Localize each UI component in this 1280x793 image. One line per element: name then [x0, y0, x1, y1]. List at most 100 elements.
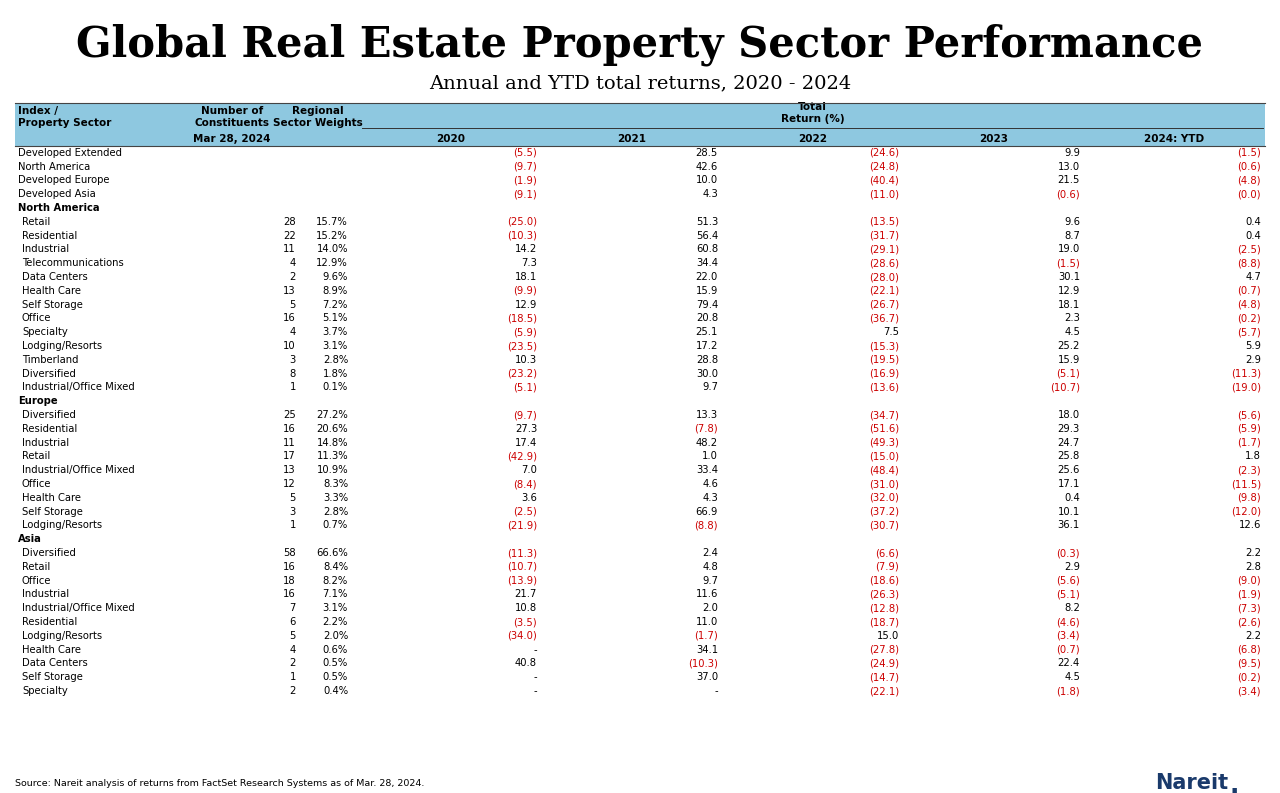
Text: Diversified: Diversified [22, 410, 76, 420]
Text: 4.3: 4.3 [703, 190, 718, 199]
Text: 2020: 2020 [436, 133, 465, 144]
Text: 18.0: 18.0 [1057, 410, 1080, 420]
Text: 56.4: 56.4 [696, 231, 718, 241]
Text: (0.0): (0.0) [1238, 190, 1261, 199]
Text: 6: 6 [289, 617, 296, 627]
Text: (49.3): (49.3) [869, 438, 899, 448]
Text: 0.7%: 0.7% [323, 520, 348, 531]
Text: 60.8: 60.8 [696, 244, 718, 255]
Text: (0.6): (0.6) [1238, 162, 1261, 172]
Text: 0.4: 0.4 [1245, 231, 1261, 241]
Text: Office: Office [22, 479, 51, 489]
Text: (25.0): (25.0) [507, 217, 538, 227]
Text: 25.2: 25.2 [1057, 341, 1080, 351]
Text: 29.3: 29.3 [1057, 424, 1080, 434]
Text: Retail: Retail [22, 217, 50, 227]
Text: 1.0: 1.0 [703, 451, 718, 462]
Text: (48.4): (48.4) [869, 465, 899, 475]
Text: Health Care: Health Care [22, 286, 81, 296]
Text: 24.7: 24.7 [1057, 438, 1080, 448]
Text: (3.5): (3.5) [513, 617, 538, 627]
Text: 3: 3 [289, 355, 296, 365]
Text: (21.9): (21.9) [507, 520, 538, 531]
Text: (5.1): (5.1) [1056, 369, 1080, 379]
Text: 36.1: 36.1 [1057, 520, 1080, 531]
Text: Specialty: Specialty [22, 686, 68, 696]
Text: (12.8): (12.8) [869, 603, 899, 613]
Text: (12.0): (12.0) [1231, 507, 1261, 517]
Text: 30.0: 30.0 [696, 369, 718, 379]
Text: (42.9): (42.9) [507, 451, 538, 462]
Text: 27.3: 27.3 [515, 424, 538, 434]
Text: (5.1): (5.1) [1056, 589, 1080, 600]
Text: (0.7): (0.7) [1056, 645, 1080, 655]
Text: (22.1): (22.1) [869, 686, 899, 696]
Text: (28.6): (28.6) [869, 259, 899, 268]
Text: 11.3%: 11.3% [316, 451, 348, 462]
Text: (6.6): (6.6) [876, 548, 899, 558]
Text: Nareit: Nareit [1155, 773, 1228, 793]
Text: 48.2: 48.2 [696, 438, 718, 448]
Text: (24.9): (24.9) [869, 658, 899, 668]
Text: 10.3: 10.3 [515, 355, 538, 365]
Text: (0.2): (0.2) [1238, 672, 1261, 682]
Text: 5.9: 5.9 [1245, 341, 1261, 351]
Text: Timberland: Timberland [22, 355, 78, 365]
Text: Total
Return (%): Total Return (%) [781, 102, 845, 125]
Text: Regional
Sector Weights: Regional Sector Weights [273, 105, 362, 128]
Text: Residential: Residential [22, 617, 77, 627]
Text: 1: 1 [289, 382, 296, 393]
Text: 28.8: 28.8 [696, 355, 718, 365]
Text: 15.2%: 15.2% [316, 231, 348, 241]
Text: (2.6): (2.6) [1238, 617, 1261, 627]
Text: 10.9%: 10.9% [316, 465, 348, 475]
Text: Self Storage: Self Storage [22, 672, 83, 682]
Text: 2.4: 2.4 [703, 548, 718, 558]
Text: Retail: Retail [22, 451, 50, 462]
Text: (16.9): (16.9) [869, 369, 899, 379]
Text: Lodging/Resorts: Lodging/Resorts [22, 341, 102, 351]
Text: (0.7): (0.7) [1238, 286, 1261, 296]
Text: 12.6: 12.6 [1239, 520, 1261, 531]
Text: Retail: Retail [22, 562, 50, 572]
Text: (0.2): (0.2) [1238, 313, 1261, 324]
Text: (10.7): (10.7) [507, 562, 538, 572]
Text: (5.6): (5.6) [1056, 576, 1080, 586]
Text: (11.3): (11.3) [507, 548, 538, 558]
Text: 15.7%: 15.7% [316, 217, 348, 227]
Text: Diversified: Diversified [22, 369, 76, 379]
Text: (13.9): (13.9) [507, 576, 538, 586]
Text: (2.3): (2.3) [1238, 465, 1261, 475]
Text: 11.6: 11.6 [695, 589, 718, 600]
Text: Specialty: Specialty [22, 328, 68, 337]
Text: (31.0): (31.0) [869, 479, 899, 489]
Text: 17.4: 17.4 [515, 438, 538, 448]
Text: Lodging/Resorts: Lodging/Resorts [22, 631, 102, 641]
Text: 25: 25 [283, 410, 296, 420]
Text: (4.6): (4.6) [1056, 617, 1080, 627]
Text: 11.0: 11.0 [696, 617, 718, 627]
Text: 2.8: 2.8 [1245, 562, 1261, 572]
Text: (5.5): (5.5) [513, 148, 538, 158]
Text: 18.1: 18.1 [1057, 300, 1080, 310]
Text: (9.8): (9.8) [1238, 493, 1261, 503]
Text: 15.9: 15.9 [695, 286, 718, 296]
Text: (18.6): (18.6) [869, 576, 899, 586]
Text: 79.4: 79.4 [696, 300, 718, 310]
Text: (36.7): (36.7) [869, 313, 899, 324]
Text: (30.7): (30.7) [869, 520, 899, 531]
Text: 2.3: 2.3 [1064, 313, 1080, 324]
Text: 10.1: 10.1 [1057, 507, 1080, 517]
Text: (1.9): (1.9) [1238, 589, 1261, 600]
Text: (8.4): (8.4) [513, 479, 538, 489]
Text: 2022: 2022 [797, 133, 827, 144]
Text: 2.0: 2.0 [703, 603, 718, 613]
Text: 16: 16 [283, 562, 296, 572]
Text: North America: North America [18, 162, 91, 172]
Text: (9.9): (9.9) [513, 286, 538, 296]
Text: 3.1%: 3.1% [323, 603, 348, 613]
Text: 2.0%: 2.0% [323, 631, 348, 641]
Text: (11.5): (11.5) [1231, 479, 1261, 489]
Text: Office: Office [22, 313, 51, 324]
Text: (9.5): (9.5) [1238, 658, 1261, 668]
